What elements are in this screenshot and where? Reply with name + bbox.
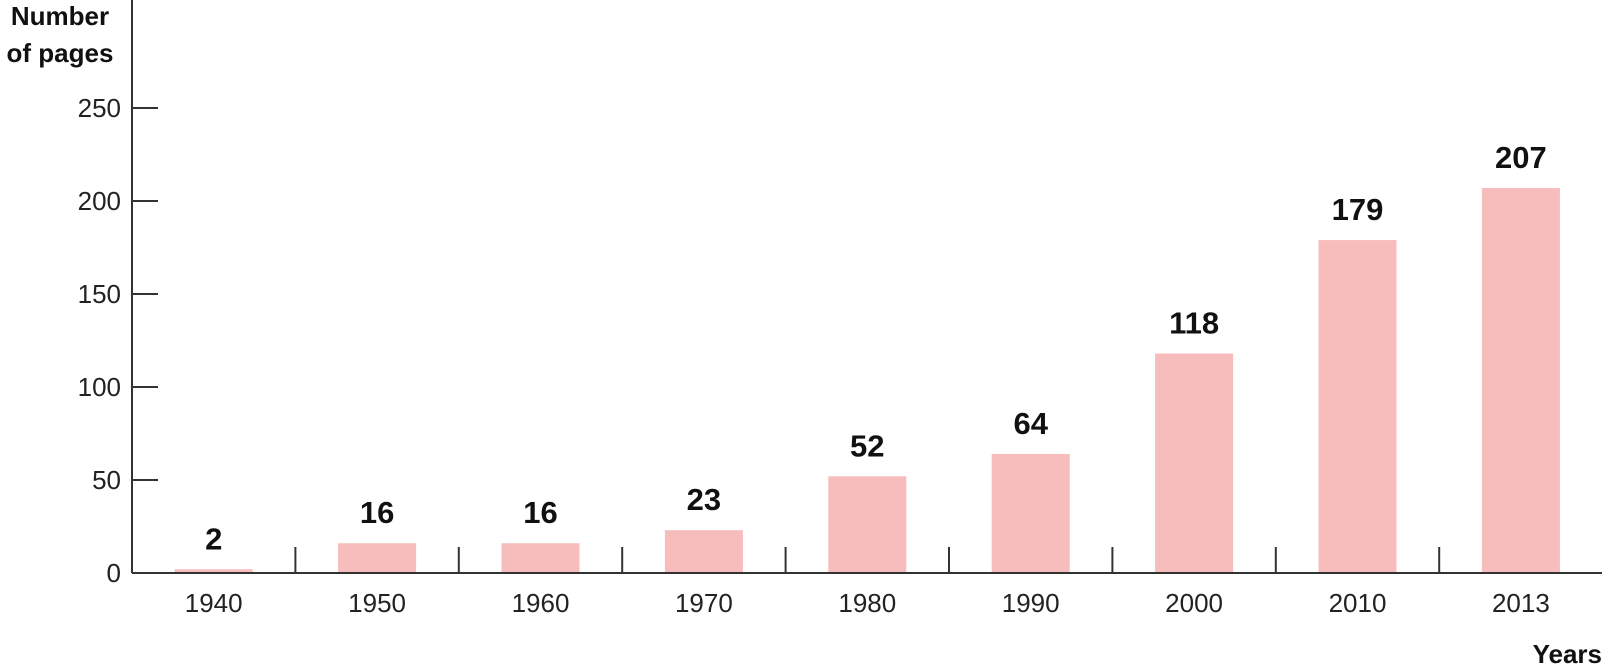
data-label: 179	[1332, 192, 1384, 227]
x-tick-label: 2013	[1492, 588, 1550, 618]
data-label: 23	[687, 482, 721, 517]
y-tick-label: 50	[92, 465, 121, 495]
x-tick-label: 1970	[675, 588, 733, 618]
x-tick-label: 2000	[1165, 588, 1223, 618]
y-tick-label: 100	[78, 372, 121, 402]
y-tick-label: 200	[78, 186, 121, 216]
x-tick-label: 1950	[348, 588, 406, 618]
y-tick-label: 0	[107, 558, 121, 588]
data-label: 64	[1013, 406, 1048, 441]
bar-1980	[828, 476, 907, 572]
x-ticks: 1940 1950 1960 1970 1980 1990 2000 2010 2013	[185, 547, 1550, 618]
data-label: 207	[1495, 140, 1547, 175]
bars	[174, 187, 1560, 573]
x-tick-label: 1960	[512, 588, 570, 618]
y-tick-label: 250	[78, 93, 121, 123]
data-label: 16	[523, 495, 557, 530]
x-tick-label: 2010	[1329, 588, 1387, 618]
x-tick-label: 1940	[185, 588, 243, 618]
bar-2013	[1481, 187, 1560, 573]
axes	[131, 0, 1602, 574]
x-tick-label: 1990	[1002, 588, 1060, 618]
y-axis-label-line-2: of pages	[7, 38, 114, 68]
y-ticks: 0 50 100 150 200 250	[78, 93, 158, 588]
data-label: 2	[205, 521, 222, 556]
data-label: 52	[850, 428, 884, 463]
bar-1940	[174, 569, 253, 572]
bar-1960	[501, 543, 580, 572]
y-tick-label: 150	[78, 279, 121, 309]
y-axis-label-line-1: Number	[11, 1, 109, 31]
bar-2000	[1155, 353, 1234, 572]
bar-1970	[664, 530, 743, 572]
data-label: 16	[360, 495, 394, 530]
data-label: 118	[1169, 306, 1219, 341]
bar-1990	[991, 453, 1070, 572]
bar-2010	[1318, 240, 1397, 572]
data-labels: 2 16 16 23 52 64 118 179 207	[205, 140, 1547, 556]
x-axis-label: Years	[1533, 639, 1602, 667]
bar-1950	[338, 543, 417, 572]
x-tick-label: 1980	[838, 588, 896, 618]
